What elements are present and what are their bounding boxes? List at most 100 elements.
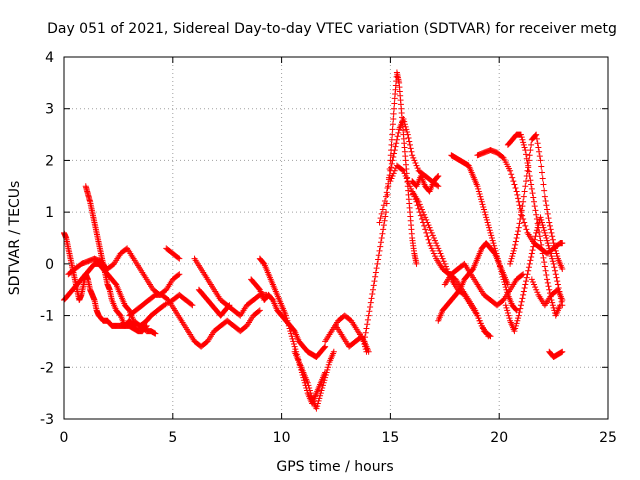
data-point <box>533 229 540 236</box>
data-point <box>480 206 487 213</box>
data-point <box>522 147 529 154</box>
data-point <box>507 258 514 265</box>
data-point <box>483 216 490 223</box>
data-point <box>368 295 375 302</box>
data-point <box>176 255 183 262</box>
data-point <box>404 128 411 135</box>
data-point <box>511 181 518 188</box>
data-point <box>425 236 432 243</box>
data-point <box>306 384 313 391</box>
data-point <box>534 224 541 231</box>
data-point <box>315 397 322 404</box>
data-point <box>391 147 398 154</box>
data-point <box>399 166 406 173</box>
plot-frame <box>63 56 609 420</box>
data-point <box>545 215 552 222</box>
data-point <box>518 298 525 305</box>
data-point <box>365 312 372 319</box>
data-point <box>507 260 514 267</box>
data-point <box>403 175 410 182</box>
data-point <box>532 233 539 240</box>
data-point <box>524 271 531 278</box>
data-point <box>380 226 387 233</box>
data-point <box>380 202 387 209</box>
data-point <box>289 335 296 342</box>
data-point <box>537 157 544 164</box>
data-point <box>371 278 378 285</box>
data-point <box>423 216 430 223</box>
data-point <box>549 258 556 265</box>
data-point <box>423 229 430 236</box>
data-point <box>548 253 555 260</box>
data-point <box>512 306 519 313</box>
data-point <box>524 160 531 167</box>
data-point <box>401 118 408 125</box>
data-point <box>394 133 401 140</box>
data-point <box>489 237 496 244</box>
data-point <box>475 185 482 192</box>
data-point <box>384 185 391 192</box>
data-point <box>559 266 566 273</box>
data-point <box>538 219 545 226</box>
data-point <box>401 170 408 177</box>
data-point <box>541 229 548 236</box>
data-point <box>539 250 546 257</box>
data-point <box>530 243 537 250</box>
data-point <box>290 338 297 345</box>
data-point <box>414 165 421 172</box>
y-tick-label: 4 <box>45 50 54 66</box>
data-point <box>408 185 415 192</box>
series-sat-v <box>474 147 566 257</box>
data-point <box>484 219 491 226</box>
data-point <box>538 169 545 176</box>
data-point <box>542 232 549 239</box>
data-point <box>260 259 267 266</box>
data-point <box>523 155 530 162</box>
data-point <box>142 323 149 330</box>
data-point <box>482 211 489 218</box>
data-point <box>529 247 536 254</box>
data-point <box>269 296 276 303</box>
data-point <box>374 260 381 267</box>
data-point <box>483 214 490 221</box>
data-point <box>428 245 435 252</box>
data-point <box>314 400 321 407</box>
data-point <box>381 197 388 204</box>
x-tick-label: 15 <box>381 430 399 446</box>
data-point <box>388 141 395 148</box>
data-point <box>409 152 416 159</box>
data-point <box>307 390 314 397</box>
grid <box>64 57 608 419</box>
data-point <box>554 281 561 288</box>
data-point <box>537 214 544 221</box>
data-point <box>518 134 525 141</box>
data-point <box>308 392 315 399</box>
data-point <box>513 235 520 241</box>
data-point <box>512 185 519 192</box>
y-axis-label: SDTVAR / TECUs <box>7 181 23 296</box>
data-point <box>400 116 407 123</box>
data-point <box>376 247 383 254</box>
data-point <box>433 240 440 247</box>
data-point <box>418 206 425 213</box>
data-point <box>552 271 559 278</box>
data-point <box>486 227 493 234</box>
data-point <box>389 131 396 138</box>
data-point <box>284 317 291 324</box>
data-point <box>526 172 533 179</box>
data-point <box>519 136 526 143</box>
data-point <box>486 332 493 339</box>
data-point <box>536 153 543 160</box>
data-point <box>531 236 538 243</box>
data-point <box>437 250 444 257</box>
data-point <box>559 302 566 309</box>
data-point <box>549 255 556 262</box>
data-point <box>517 216 524 223</box>
data-point <box>388 164 395 171</box>
data-point <box>538 216 545 223</box>
data-point <box>524 167 531 174</box>
data-point <box>506 315 513 322</box>
data-point <box>559 297 566 304</box>
series-sat-z <box>528 276 566 309</box>
data-point <box>422 226 429 233</box>
